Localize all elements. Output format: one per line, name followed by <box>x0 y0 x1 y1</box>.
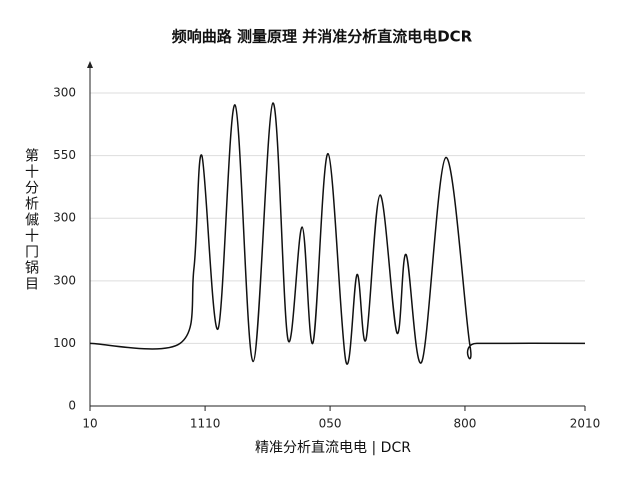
y-tick-label: 300 <box>53 86 76 100</box>
y-tick-label: 300 <box>53 273 76 287</box>
y-tick-label: 100 <box>53 336 76 350</box>
y-tick-label: 300 <box>53 211 76 225</box>
y-axis-arrow <box>87 61 93 68</box>
x-tick-label: 800 <box>454 417 477 431</box>
y-tick-label: 0 <box>68 399 76 413</box>
x-tick-label: 10 <box>82 417 97 431</box>
x-tick-label: 2010 <box>570 417 601 431</box>
x-tick-label: 050 <box>319 417 342 431</box>
x-tick-label: 1110 <box>190 417 221 431</box>
line <box>89 102 586 365</box>
chart-title: 频响曲路 测量原理 并消准分析直流电电DCR <box>172 28 473 46</box>
y-tick-label: 550 <box>53 148 76 162</box>
y-axis-label: 第十分析傶十冂锅目 <box>23 147 39 292</box>
x-axis-label: 精准分析直流电电 | DCR <box>255 439 411 456</box>
